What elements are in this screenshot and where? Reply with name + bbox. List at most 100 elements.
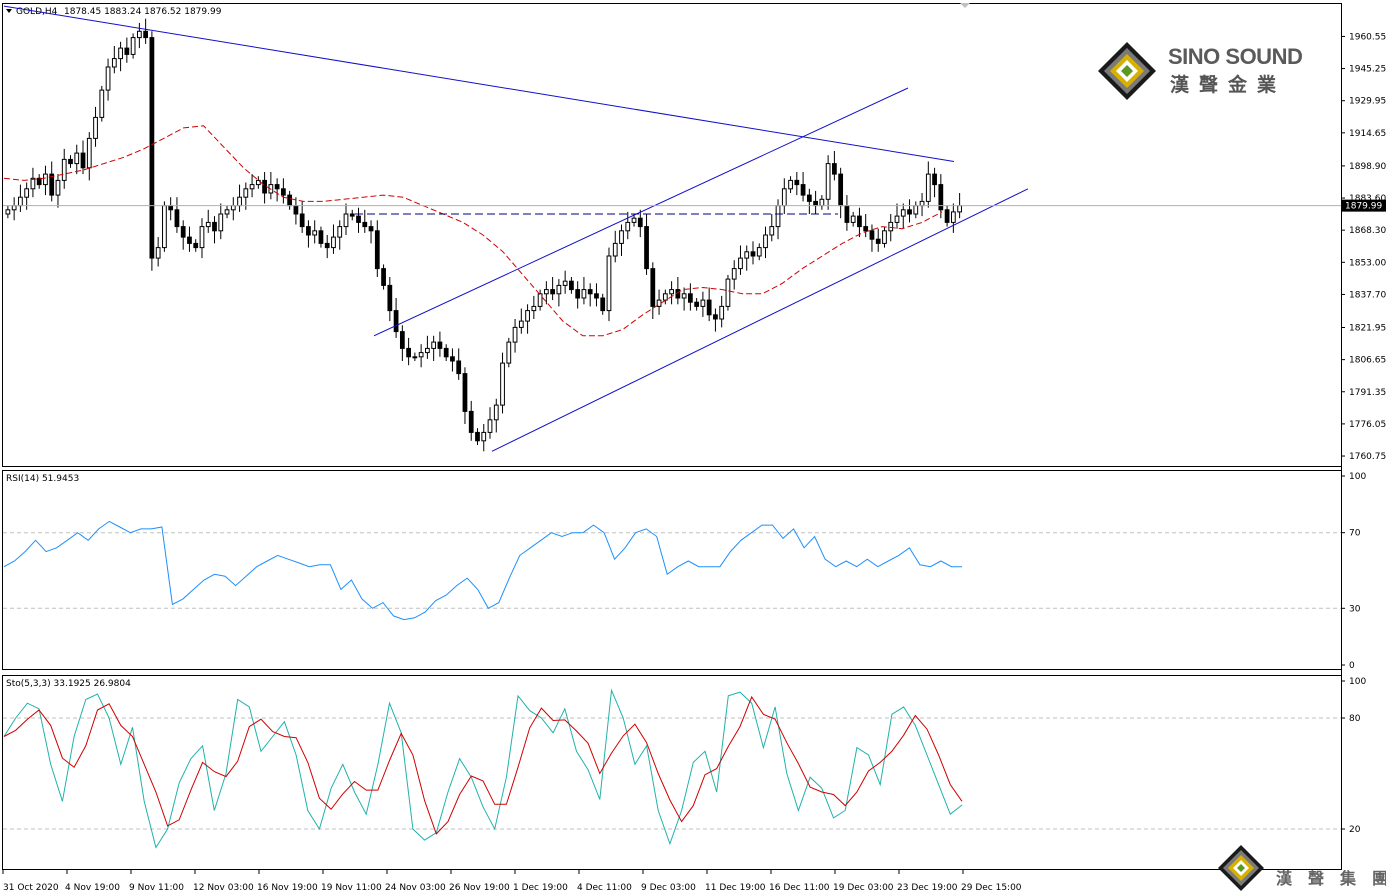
candle-body [481, 431, 487, 442]
candle-body [74, 152, 80, 165]
candle-body [706, 299, 712, 316]
time-tick-label: 19 Dec 03:00 [833, 883, 894, 893]
brand-name-cn: 漢聲金業 [1170, 74, 1287, 96]
candle-body [49, 173, 55, 196]
candle-body [781, 188, 787, 207]
price-tick-label: 1776.05 [1349, 420, 1386, 430]
candle-body [700, 299, 706, 307]
candle-body [293, 205, 299, 215]
candle-body [99, 89, 105, 118]
candle-body [863, 226, 869, 232]
candle-body [813, 200, 818, 207]
candle-body [431, 341, 437, 349]
price-tick-label: 1821.95 [1349, 324, 1386, 334]
candle-body [756, 247, 762, 257]
candle-body [468, 410, 474, 433]
candle-body [731, 268, 737, 280]
candle-body [631, 217, 637, 223]
ohlc-label: 1878.45 1883.24 1876.52 1879.99 [64, 7, 222, 17]
candle-body [105, 66, 111, 91]
rsi-label: RSI(14) 51.9453 [6, 474, 79, 484]
moving-average-line [3, 125, 943, 337]
price-tick-label: 1898.90 [1349, 162, 1386, 172]
candle-body [443, 347, 449, 358]
price-tick-label: 1929.95 [1349, 97, 1386, 107]
candle-body [894, 215, 900, 223]
candle-body [387, 284, 393, 312]
stoch-tick-label: 20 [1349, 825, 1361, 835]
candle-body [612, 242, 618, 257]
candle-body [819, 198, 825, 207]
candle-body [174, 209, 180, 228]
candle-body [506, 341, 512, 364]
candle-body [5, 209, 11, 215]
candle-body [337, 226, 343, 238]
stoch-tick-label: 100 [1349, 677, 1366, 687]
candle-body [312, 230, 318, 236]
candle-body [306, 226, 311, 236]
candle-body [543, 289, 549, 295]
shift-marker-icon[interactable] [960, 3, 970, 8]
candle-body [412, 356, 418, 359]
candle-body [932, 173, 937, 186]
candle-body [111, 58, 117, 68]
diamond-watermark-icon [1218, 845, 1264, 891]
candle-body [713, 314, 718, 320]
candle-body [456, 360, 462, 375]
candle-body [86, 137, 92, 169]
candle-body [857, 215, 862, 228]
candle-body [205, 221, 211, 228]
time-tick-label: 16 Nov 19:00 [257, 883, 318, 893]
candle-body [669, 289, 674, 295]
candle-body [525, 310, 530, 322]
rsi-tick-label: 30 [1349, 604, 1361, 614]
candle-body [374, 230, 380, 270]
candle-body [606, 255, 612, 312]
candle-body [381, 268, 386, 286]
candle-body [744, 251, 750, 259]
candle-body [143, 30, 149, 39]
brand-logo: SINO SOUND 漢聲金業 [1096, 40, 1306, 102]
candle-body [199, 226, 205, 249]
candle-body [11, 205, 17, 211]
candle-body [938, 184, 944, 211]
price-tick-label: 1806.65 [1349, 356, 1386, 366]
candle-body [462, 373, 468, 412]
candle-body [882, 230, 887, 244]
candle-body [637, 217, 643, 228]
trendline [491, 188, 1029, 452]
rsi-pane[interactable] [2, 470, 1342, 670]
symbol-dropdown-icon[interactable] [6, 9, 12, 13]
candle-body [168, 205, 174, 211]
candle-body [224, 209, 230, 215]
candle-body [944, 209, 950, 223]
candle-body [249, 184, 255, 190]
candle-body [512, 326, 518, 343]
candle-body [18, 196, 23, 207]
candle-body [838, 173, 844, 207]
stoch-pane[interactable] [2, 675, 1342, 870]
candle-body [913, 205, 919, 215]
candle-body [662, 293, 668, 301]
candle-body [281, 188, 286, 196]
candle-body [537, 293, 543, 307]
rsi-tick-label: 0 [1349, 661, 1355, 671]
candle-body [406, 347, 411, 358]
candle-body [825, 163, 831, 200]
candle-body [832, 163, 837, 175]
candle-body [719, 305, 725, 320]
candle-body [575, 289, 581, 299]
candle-body [625, 221, 631, 232]
candle-body [518, 320, 524, 328]
candle-body [80, 152, 86, 169]
candle-body [562, 280, 568, 286]
candle-body [694, 301, 700, 307]
candle-body [255, 179, 261, 186]
stoch-label: Sto(5,3,3) 33.1925 26.9804 [6, 679, 131, 689]
candle-body [475, 431, 480, 442]
candle-body [61, 158, 67, 181]
candle-body [149, 37, 155, 259]
candle-body [243, 188, 249, 198]
candle-body [36, 177, 42, 186]
